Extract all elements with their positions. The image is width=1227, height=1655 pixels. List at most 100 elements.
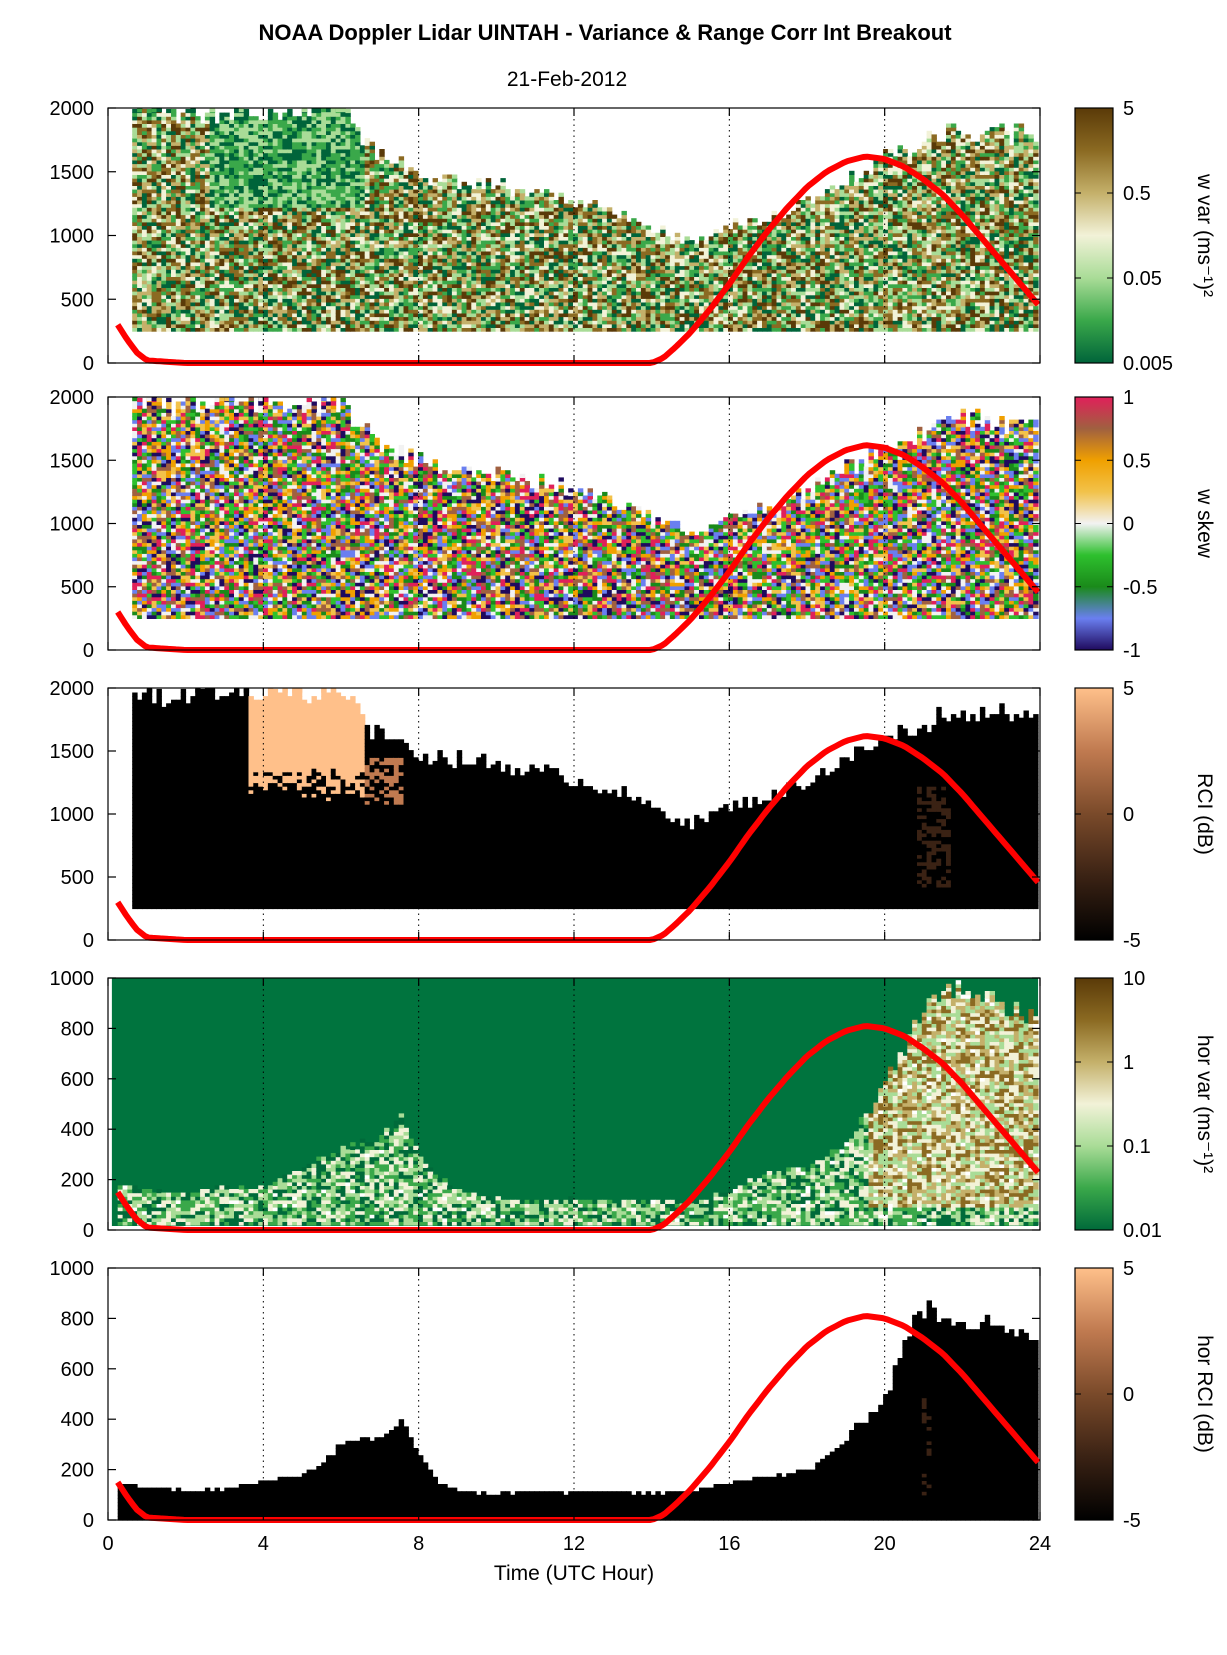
heatmap-cell xyxy=(132,218,137,222)
heatmap-cell xyxy=(350,171,355,175)
heatmap-cell xyxy=(258,131,263,135)
heatmap-cell xyxy=(423,258,428,262)
heatmap-cell xyxy=(515,284,520,288)
heatmap-cell xyxy=(476,207,481,211)
heatmap-cell xyxy=(157,291,162,295)
heatmap-cell xyxy=(147,273,152,277)
heatmap-cell xyxy=(462,193,467,197)
heatmap-cell xyxy=(186,164,191,168)
heatmap-cell xyxy=(345,233,350,237)
heatmap-cell xyxy=(418,324,423,328)
heatmap-cell xyxy=(476,262,481,266)
heatmap-cell xyxy=(297,160,302,164)
heatmap-cell xyxy=(137,244,142,248)
heatmap-cell xyxy=(404,298,409,302)
heatmap-cell xyxy=(157,156,162,160)
heatmap-cell xyxy=(370,196,375,200)
heatmap-cell xyxy=(166,167,171,171)
heatmap-cell xyxy=(413,309,418,313)
heatmap-cell xyxy=(161,131,166,135)
heatmap-cell xyxy=(389,204,394,208)
heatmap-cell xyxy=(258,120,263,124)
heatmap-cell xyxy=(152,247,157,251)
heatmap-cell xyxy=(137,116,142,120)
heatmap-cell xyxy=(147,145,152,149)
heatmap-cell xyxy=(389,215,394,219)
heatmap-cell xyxy=(404,240,409,244)
heatmap-cell xyxy=(321,204,326,208)
heatmap-cell xyxy=(268,273,273,277)
heatmap-cell xyxy=(219,287,224,291)
heatmap-cell xyxy=(210,164,215,168)
heatmap-cell xyxy=(331,222,336,226)
heatmap-cell xyxy=(467,320,472,324)
heatmap-cell xyxy=(234,127,239,131)
heatmap-cell xyxy=(186,295,191,299)
heatmap-cell xyxy=(282,291,287,295)
heatmap-cell xyxy=(302,120,307,124)
heatmap-cell xyxy=(249,302,254,306)
heatmap-cell xyxy=(132,149,137,153)
heatmap-cell xyxy=(210,175,215,179)
heatmap-cell xyxy=(137,229,142,233)
heatmap-cell xyxy=(161,222,166,226)
heatmap-cell xyxy=(399,222,404,226)
heatmap-cell xyxy=(176,134,181,138)
heatmap-cell xyxy=(166,218,171,222)
heatmap-cell xyxy=(433,226,438,230)
heatmap-cell xyxy=(350,153,355,157)
heatmap-cell xyxy=(321,309,326,313)
heatmap-cell xyxy=(292,193,297,197)
heatmap-cell xyxy=(200,277,205,281)
heatmap-cell xyxy=(467,207,472,211)
heatmap-cell xyxy=(312,229,317,233)
heatmap-cell xyxy=(389,266,394,270)
heatmap-cell xyxy=(132,328,137,332)
heatmap-cell xyxy=(336,160,341,164)
heatmap-cell xyxy=(215,189,220,193)
heatmap-cell xyxy=(505,273,510,277)
heatmap-cell xyxy=(205,313,210,317)
heatmap-cell xyxy=(413,262,418,266)
heatmap-cell xyxy=(239,134,244,138)
heatmap-cell xyxy=(520,291,525,295)
heatmap-cell xyxy=(307,226,312,230)
heatmap-cell xyxy=(471,266,476,270)
heatmap-cell xyxy=(166,138,171,142)
heatmap-cell xyxy=(341,196,346,200)
heatmap-cell xyxy=(457,236,462,240)
heatmap-cell xyxy=(520,262,525,266)
heatmap-cell xyxy=(437,233,442,237)
heatmap-cell xyxy=(350,284,355,288)
heatmap-cell xyxy=(137,222,142,226)
heatmap-cell xyxy=(379,240,384,244)
heatmap-cell xyxy=(273,156,278,160)
heatmap-cell xyxy=(142,328,147,332)
heatmap-cell xyxy=(137,185,142,189)
heatmap-cell xyxy=(471,222,476,226)
heatmap-cell xyxy=(219,317,224,321)
heatmap-cell xyxy=(278,269,283,273)
heatmap-cell xyxy=(510,273,515,277)
heatmap-cell xyxy=(147,204,152,208)
heatmap-cell xyxy=(496,277,501,281)
heatmap-cell xyxy=(171,200,176,204)
heatmap-cell xyxy=(307,258,312,262)
heatmap-cell xyxy=(224,280,229,284)
heatmap-cell xyxy=(147,175,152,179)
heatmap-cell xyxy=(500,295,505,299)
heatmap-cell xyxy=(467,287,472,291)
heatmap-cell xyxy=(200,240,205,244)
heatmap-cell xyxy=(205,255,210,259)
heatmap-cell xyxy=(350,164,355,168)
heatmap-cell xyxy=(341,229,346,233)
heatmap-cell xyxy=(302,200,307,204)
heatmap-cell xyxy=(234,207,239,211)
heatmap-cell xyxy=(224,138,229,142)
heatmap-cell xyxy=(471,247,476,251)
heatmap-cell xyxy=(224,313,229,317)
heatmap-cell xyxy=(476,189,481,193)
heatmap-cell xyxy=(273,226,278,230)
heatmap-cell xyxy=(520,266,525,270)
heatmap-cell xyxy=(534,284,539,288)
